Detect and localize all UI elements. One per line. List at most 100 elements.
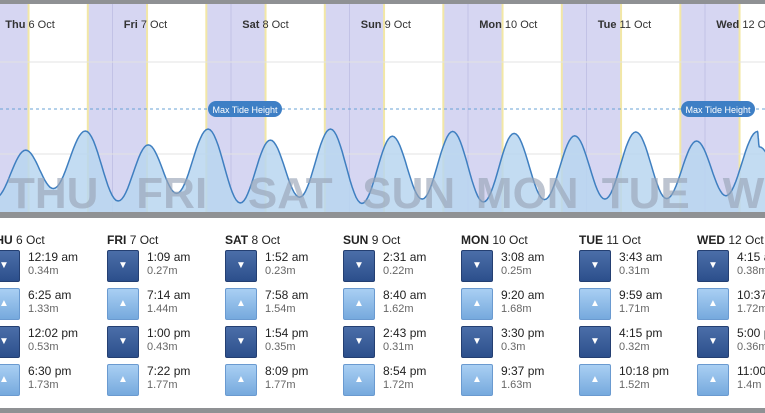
tide-height: 0.31m xyxy=(619,265,650,277)
day-column-wed: WED 12 Oct ▼ 4:15 a 0.38m ▲ 10:37 1.72m … xyxy=(697,218,765,408)
tide-chart: Max Tide Height Max Tide Height Thu 6 Oct T… xyxy=(0,4,765,212)
low-tide-button[interactable]: ▼ xyxy=(107,250,139,282)
arrow-down-icon: ▼ xyxy=(708,336,718,347)
tide-time: 3:08 am xyxy=(501,250,545,264)
high-tide-button[interactable]: ▲ xyxy=(107,288,139,320)
tide-time: 5:00 p xyxy=(737,326,765,340)
day-column-fri: FRI 7 Oct ▼ 1:09 am 0.27m ▲ 7:14 am 1.44… xyxy=(107,218,225,408)
low-tide-button[interactable]: ▼ xyxy=(343,250,375,282)
low-tide-button[interactable]: ▼ xyxy=(343,326,375,358)
low-tide-button[interactable]: ▼ xyxy=(579,250,611,282)
tide-time: 11:00 xyxy=(737,364,765,378)
tide-height: 0.53m xyxy=(28,341,59,353)
chart-day-date: 12 Oct xyxy=(742,19,765,31)
arrow-up-icon: ▲ xyxy=(236,298,246,309)
chart-day-name: Mon xyxy=(479,19,505,31)
day-heading: SAT 8 Oct xyxy=(225,233,280,247)
high-tide-button[interactable]: ▲ xyxy=(697,288,729,320)
day-heading: THU 6 Oct xyxy=(0,233,45,247)
high-tide-button[interactable]: ▲ xyxy=(579,364,611,396)
tide-height: 1.77m xyxy=(265,379,296,391)
arrow-down-icon: ▼ xyxy=(236,336,246,347)
tide-time: 4:15 pm xyxy=(619,326,663,340)
tide-entry: ▼ 3:43 am 0.31m xyxy=(579,250,697,282)
high-tide-button[interactable]: ▲ xyxy=(461,288,493,320)
tide-time: 6:25 am xyxy=(28,288,72,302)
low-tide-button[interactable]: ▼ xyxy=(107,326,139,358)
tide-entry: ▼ 2:43 pm 0.31m xyxy=(343,326,461,358)
arrow-up-icon: ▲ xyxy=(118,374,128,385)
high-tide-button[interactable]: ▲ xyxy=(697,364,729,396)
high-tide-button[interactable]: ▲ xyxy=(343,288,375,320)
high-tide-button[interactable]: ▲ xyxy=(461,364,493,396)
arrow-up-icon: ▲ xyxy=(590,298,600,309)
tide-time: 1:54 pm xyxy=(265,326,309,340)
low-tide-button[interactable]: ▼ xyxy=(225,250,257,282)
tide-time: 7:22 pm xyxy=(147,364,191,378)
high-tide-button[interactable]: ▲ xyxy=(107,364,139,396)
day-heading: MON 10 Oct xyxy=(461,233,528,247)
tide-entry: ▼ 12:02 pm 0.53m xyxy=(0,326,106,358)
day-watermark: THU xyxy=(8,169,98,212)
arrow-down-icon: ▼ xyxy=(472,260,482,271)
tide-height: 0.27m xyxy=(147,265,178,277)
low-tide-button[interactable]: ▼ xyxy=(0,250,20,282)
tide-curve xyxy=(0,128,765,205)
tide-entry: ▲ 10:37 1.72m xyxy=(697,288,765,320)
arrow-down-icon: ▼ xyxy=(354,336,364,347)
chart-day-name: Wed xyxy=(716,19,742,31)
low-tide-button[interactable]: ▼ xyxy=(0,326,20,358)
chart-day-date: 8 Oct xyxy=(262,19,288,31)
tide-entry: ▼ 3:30 pm 0.3m xyxy=(461,326,579,358)
chart-day-label: Sat 8 Oct xyxy=(242,19,288,31)
high-tide-button[interactable]: ▲ xyxy=(0,364,20,396)
tide-entry: ▼ 12:19 am 0.34m xyxy=(0,250,106,282)
tide-height: 1.71m xyxy=(619,303,650,315)
day-name: MON xyxy=(461,233,489,247)
chart-day-date: 6 Oct xyxy=(28,19,54,31)
high-tide-button[interactable]: ▲ xyxy=(225,288,257,320)
tide-entry: ▲ 11:00 1.4m xyxy=(697,364,765,396)
high-tide-button[interactable]: ▲ xyxy=(0,288,20,320)
high-tide-button[interactable]: ▲ xyxy=(579,288,611,320)
tide-height: 0.3m xyxy=(501,341,526,353)
high-tide-button[interactable]: ▲ xyxy=(343,364,375,396)
chart-day-label: Tue 11 Oct xyxy=(598,19,651,31)
tide-entry: ▲ 7:58 am 1.54m xyxy=(225,288,343,320)
low-tide-button[interactable]: ▼ xyxy=(697,250,729,282)
high-tide-button[interactable]: ▲ xyxy=(225,364,257,396)
arrow-up-icon: ▲ xyxy=(118,298,128,309)
tide-time: 4:15 a xyxy=(737,250,765,264)
low-tide-button[interactable]: ▼ xyxy=(225,326,257,358)
tide-time: 9:37 pm xyxy=(501,364,545,378)
tide-height: 1.72m xyxy=(737,303,765,315)
chart-day-date: 7 Oct xyxy=(141,19,167,31)
tide-time: 12:02 pm xyxy=(28,326,79,340)
day-heading: FRI 7 Oct xyxy=(107,233,158,247)
tide-entry: ▲ 6:25 am 1.33m xyxy=(0,288,106,320)
day-date: 8 Oct xyxy=(251,233,281,247)
arrow-up-icon: ▲ xyxy=(590,374,600,385)
arrow-down-icon: ▼ xyxy=(472,336,482,347)
tide-time: 1:52 am xyxy=(265,250,309,264)
tide-entry: ▲ 9:59 am 1.71m xyxy=(579,288,697,320)
low-tide-button[interactable]: ▼ xyxy=(461,326,493,358)
arrow-up-icon: ▲ xyxy=(472,374,482,385)
day-column-sat: SAT 8 Oct ▼ 1:52 am 0.23m ▲ 7:58 am 1.54… xyxy=(225,218,343,408)
tide-height: 0.22m xyxy=(383,265,414,277)
tide-height: 1.33m xyxy=(28,303,59,315)
chart-day-date: 9 Oct xyxy=(385,19,411,31)
tide-time: 9:59 am xyxy=(619,288,663,302)
tide-entry: ▲ 7:22 pm 1.77m xyxy=(107,364,225,396)
chart-day-name: Tue xyxy=(598,19,620,31)
tide-height: 1.54m xyxy=(265,303,296,315)
tide-time: 2:43 pm xyxy=(383,326,427,340)
tide-time: 6:30 pm xyxy=(28,364,72,378)
low-tide-button[interactable]: ▼ xyxy=(697,326,729,358)
chart-day-label: Wed 12 Oct xyxy=(716,19,765,31)
low-tide-button[interactable]: ▼ xyxy=(579,326,611,358)
arrow-down-icon: ▼ xyxy=(590,260,600,271)
chart-day-label: Sun 9 Oct xyxy=(361,19,411,31)
low-tide-button[interactable]: ▼ xyxy=(461,250,493,282)
